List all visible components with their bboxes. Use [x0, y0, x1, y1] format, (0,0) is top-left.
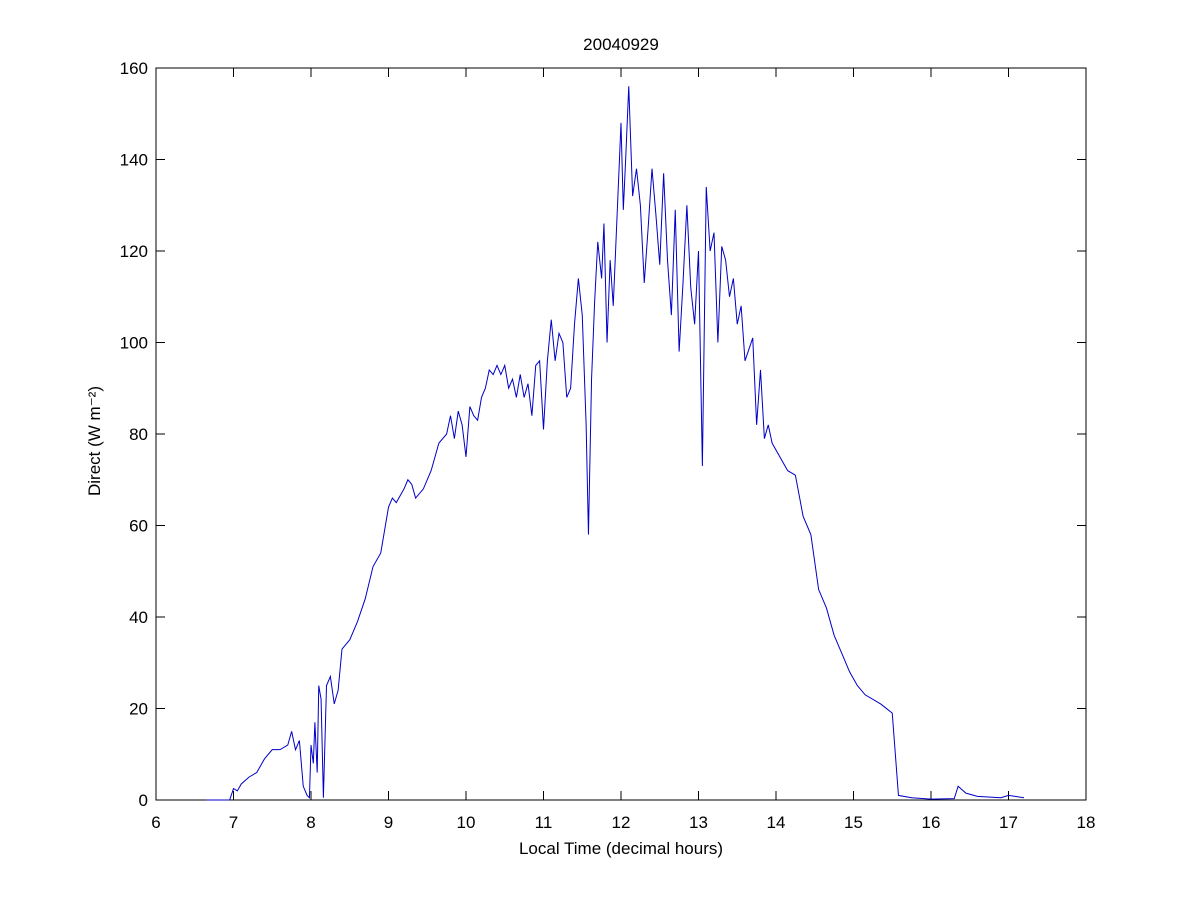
x-tick-label: 9 [384, 813, 393, 832]
x-tick-label: 16 [922, 813, 941, 832]
x-axis-label: Local Time (decimal hours) [519, 839, 723, 858]
x-tick-label: 12 [612, 813, 631, 832]
y-tick-label: 20 [129, 700, 148, 719]
x-tick-label: 13 [689, 813, 708, 832]
x-tick-label: 8 [306, 813, 315, 832]
y-tick-label: 0 [139, 791, 148, 810]
data-line [206, 86, 1025, 801]
y-tick-label: 100 [120, 334, 148, 353]
chart-title: 20040929 [583, 35, 659, 54]
x-tick-label: 11 [535, 813, 553, 832]
y-tick-label: 140 [120, 151, 148, 170]
x-tick-label: 7 [229, 813, 238, 832]
y-tick-label: 80 [129, 425, 148, 444]
x-tick-label: 17 [999, 813, 1018, 832]
x-tick-label: 14 [767, 813, 786, 832]
x-tick-label: 15 [844, 813, 863, 832]
y-tick-label: 60 [129, 517, 148, 536]
y-tick-label: 120 [120, 242, 148, 261]
y-tick-label: 160 [120, 59, 148, 78]
x-tick-label: 10 [457, 813, 476, 832]
y-tick-label: 40 [129, 608, 148, 627]
x-tick-label: 18 [1077, 813, 1096, 832]
y-axis-label: Direct (W m⁻²) [85, 386, 104, 496]
x-tick-label: 6 [151, 813, 160, 832]
